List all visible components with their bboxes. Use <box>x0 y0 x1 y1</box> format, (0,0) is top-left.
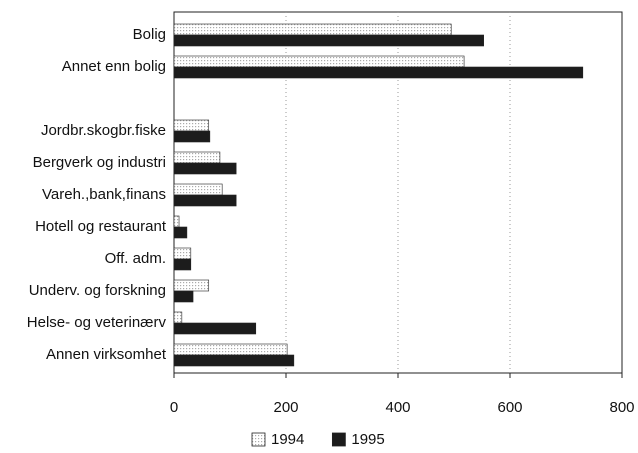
y-tick-label: Hotell og restaurant <box>35 218 167 235</box>
legend-swatch <box>251 432 266 447</box>
bar <box>173 290 194 303</box>
x-tick-label: 400 <box>385 399 410 416</box>
bar <box>173 247 192 260</box>
bar <box>173 151 221 164</box>
bar <box>173 226 188 239</box>
legend-label: 1994 <box>271 431 304 448</box>
bar <box>173 258 192 271</box>
y-tick-label: Bergverk og industri <box>33 154 166 171</box>
y-tick-label: Helse- og veterinærv <box>27 314 167 331</box>
bar <box>173 279 210 292</box>
bar <box>173 66 584 79</box>
y-tick-label: Jordbr.skogbr.fiske <box>41 122 166 139</box>
x-tick-label: 0 <box>170 399 178 416</box>
x-tick-label: 200 <box>273 399 298 416</box>
y-tick-label: Off. adm. <box>105 250 166 267</box>
y-tick-label: Annet enn bolig <box>62 58 166 75</box>
bar <box>173 55 465 68</box>
legend-swatch <box>331 432 346 447</box>
x-tick-label: 600 <box>497 399 522 416</box>
bar <box>173 311 183 324</box>
legend-label: 1995 <box>351 431 384 448</box>
y-tick-label: Annen virksomhet <box>46 346 167 363</box>
y-tick-label: Underv. og forskning <box>29 282 166 299</box>
bar <box>173 119 210 132</box>
x-tick-label: 800 <box>609 399 634 416</box>
bar <box>173 23 452 36</box>
bar <box>173 354 295 367</box>
bar <box>173 130 211 143</box>
y-tick-label: Vareh.,bank,finans <box>42 186 166 203</box>
bar <box>173 162 237 175</box>
bar <box>173 215 180 228</box>
y-tick-label: Bolig <box>133 26 166 43</box>
bar <box>173 322 257 335</box>
bar <box>173 34 484 47</box>
bar <box>173 194 237 207</box>
bar <box>173 343 288 356</box>
bar <box>173 183 223 196</box>
